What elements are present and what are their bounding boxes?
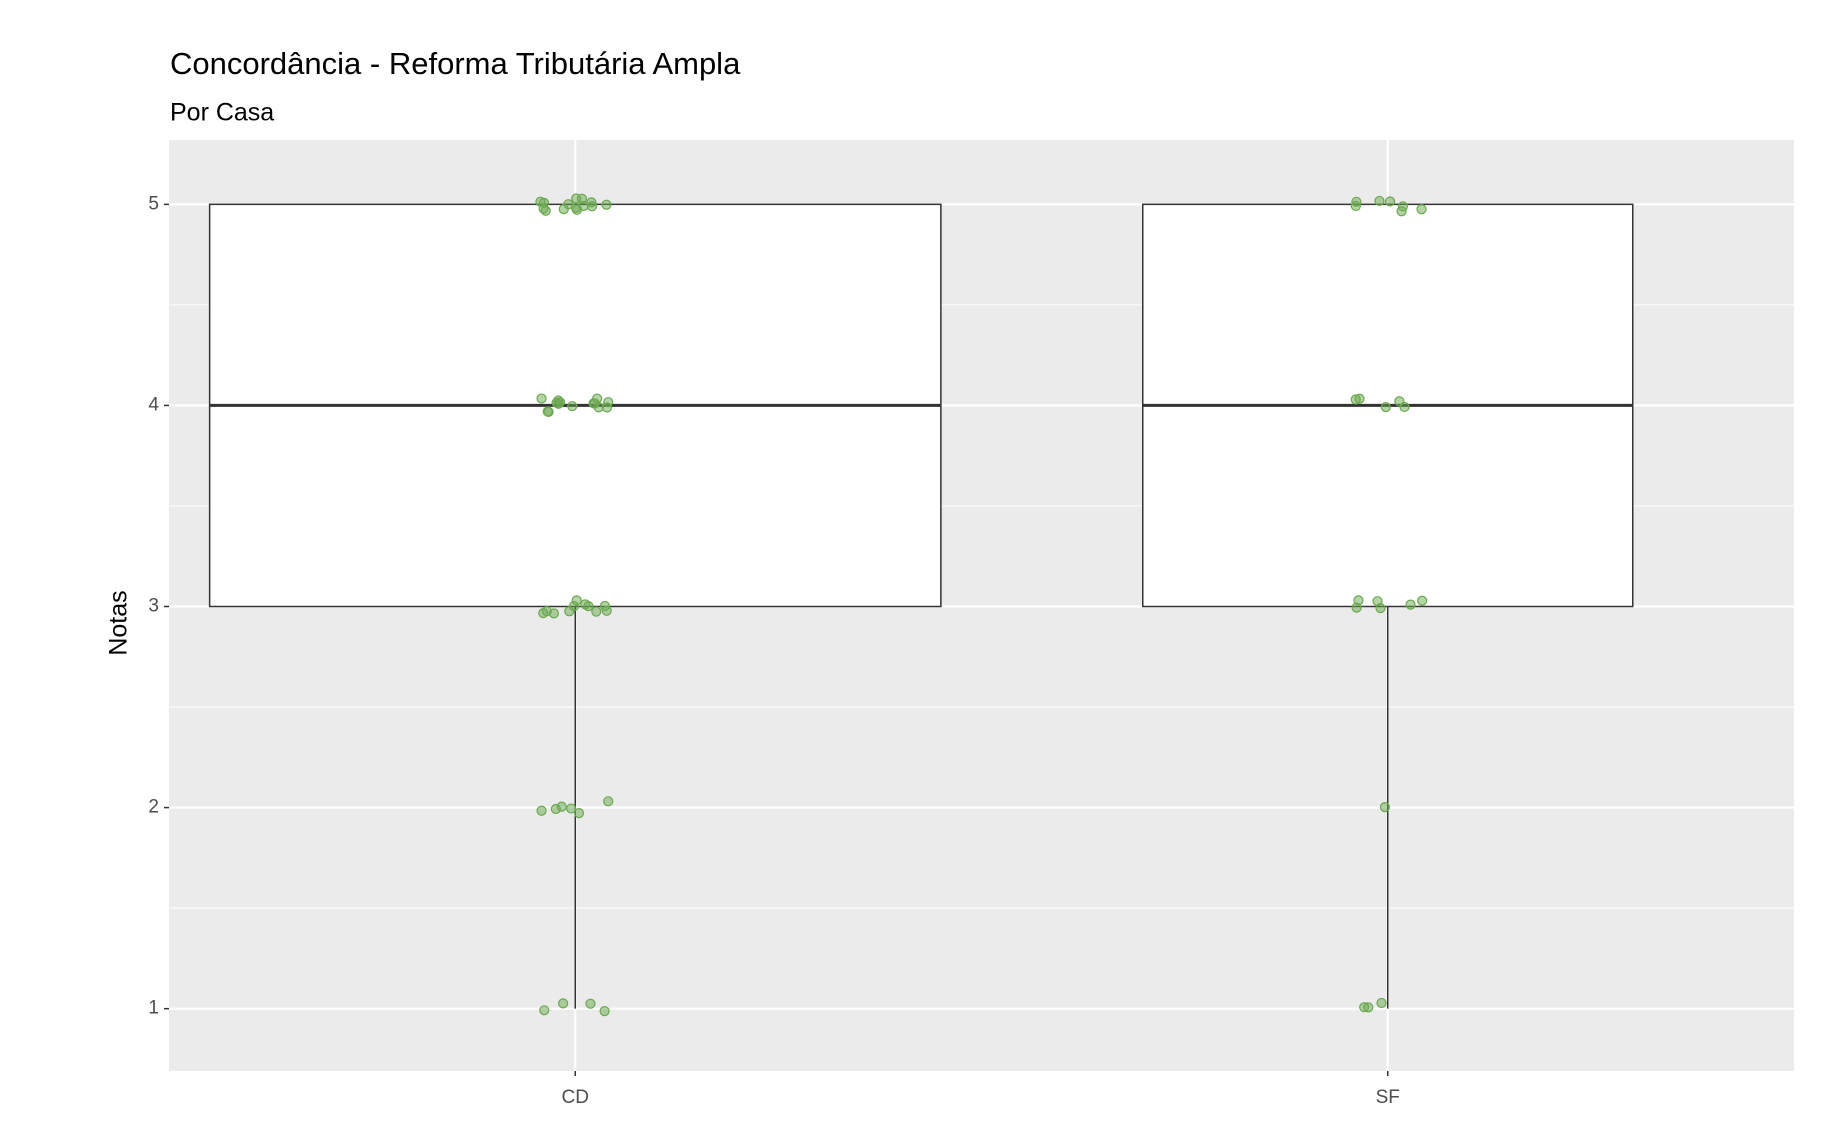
y-tick-label: 3 [148,596,159,617]
point [542,406,553,417]
point [539,1005,550,1016]
point [1376,997,1387,1009]
point [599,1005,610,1017]
chart-subtitle: Por Casa [170,99,274,127]
point [1363,1002,1374,1013]
point [583,601,594,612]
point [586,197,597,208]
point [566,803,577,814]
point [1372,596,1383,607]
y-tick-label: 5 [148,193,159,214]
point [558,998,569,1009]
point [1374,195,1385,207]
y-tick-label: 4 [148,394,159,415]
x-tick-label: SF [1376,1087,1400,1108]
point [1380,401,1391,413]
point [571,204,583,215]
point [563,199,574,210]
point [601,605,612,616]
point [573,807,585,819]
chart-title: Concordância - Reforma Tributária Ampla [170,46,741,81]
point [601,199,612,210]
y-tick-label: 1 [148,998,159,1019]
y-tick-label: 2 [148,797,159,818]
point [1396,206,1407,217]
point [1416,204,1427,215]
point [568,601,580,612]
point [1384,196,1396,207]
point [571,193,582,204]
point [1417,595,1428,606]
point [1350,200,1361,212]
point [1351,602,1362,613]
point [548,608,560,619]
point [536,805,547,816]
point [538,608,549,619]
point [585,998,596,1009]
x-tick-label: CD [562,1087,589,1108]
point [589,398,600,409]
y-axis-label: Notas [105,590,133,655]
point [550,803,561,815]
point [553,395,564,406]
point [1379,801,1390,813]
point [538,203,549,214]
point [567,401,578,412]
point [536,393,547,404]
point [603,796,614,807]
point [1399,401,1410,413]
point [1350,394,1361,405]
point [1405,599,1416,610]
point [591,606,602,617]
point [601,402,613,413]
